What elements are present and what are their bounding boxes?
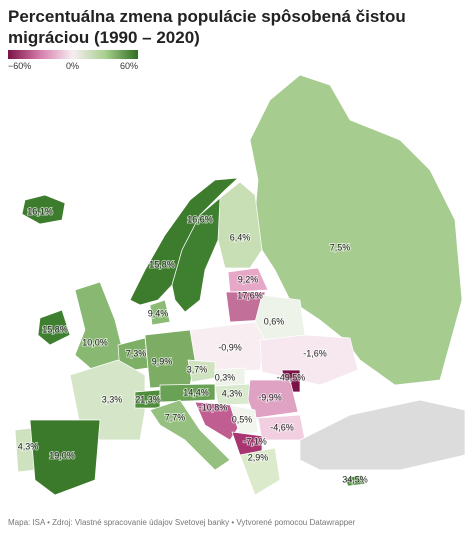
romania bbox=[247, 379, 299, 419]
region-label: 7,7% bbox=[165, 412, 186, 422]
region-label: 0,3% bbox=[215, 372, 236, 382]
estonia-latvia bbox=[227, 267, 269, 293]
italy bbox=[149, 399, 231, 471]
greece bbox=[239, 447, 281, 496]
region-label: 14,4% bbox=[183, 387, 209, 397]
region-label: -9,9% bbox=[258, 392, 282, 402]
region-label: 17,6% bbox=[237, 290, 263, 300]
region-label: -10,8% bbox=[199, 402, 228, 412]
legend-min: −60% bbox=[8, 61, 32, 71]
legend-mid: 0% bbox=[66, 61, 80, 71]
region-label: 19,0% bbox=[49, 450, 75, 460]
region-label: -7,1% bbox=[243, 436, 267, 446]
spain bbox=[29, 419, 101, 496]
region-label: 15,8% bbox=[42, 324, 68, 334]
denmark bbox=[149, 299, 171, 326]
region-label: 9,4% bbox=[148, 308, 169, 318]
serbia bbox=[229, 404, 259, 436]
region-label: 4,3% bbox=[18, 441, 39, 451]
region-label: 9,2% bbox=[238, 274, 259, 284]
norway bbox=[129, 177, 239, 306]
turkey bbox=[299, 399, 466, 471]
region-label: -4,6% bbox=[270, 422, 294, 432]
region-label: 34,5% bbox=[342, 474, 368, 484]
map-title: Percentuálna zmena populácie spôsobená č… bbox=[8, 7, 406, 47]
region-label: 0,5% bbox=[232, 414, 253, 424]
uk bbox=[74, 281, 126, 373]
legend-max: 60% bbox=[119, 61, 138, 71]
region-label: 4,3% bbox=[222, 388, 243, 398]
region-label: 10,0% bbox=[82, 337, 108, 347]
austria bbox=[159, 383, 216, 403]
region-label: 6,4% bbox=[230, 232, 251, 242]
region-label: 3,3% bbox=[102, 394, 123, 404]
region-labels: 16,1% 16,6% 15,8% 6,4% 7,5% 9,2% 17,6% 15,8% 10,… bbox=[17, 205, 369, 485]
region-label: 9,9% bbox=[152, 356, 173, 366]
ukraine bbox=[259, 334, 359, 386]
region-label: 2,9% bbox=[248, 452, 269, 462]
region-label: 7,3% bbox=[126, 348, 147, 358]
iceland bbox=[21, 194, 66, 225]
legend-gradient bbox=[8, 50, 138, 59]
finland bbox=[217, 181, 263, 269]
countries bbox=[14, 74, 466, 496]
region-label: 16,6% bbox=[187, 214, 213, 224]
ireland bbox=[37, 309, 71, 346]
footer: Mapa: ISA • Zdroj: Vlastné spracovanie ú… bbox=[8, 518, 356, 527]
region-label: 3,7% bbox=[187, 364, 208, 374]
region-label: -0,9% bbox=[218, 342, 242, 352]
region-label: -49,5% bbox=[277, 372, 306, 382]
region-label: 7,5% bbox=[330, 242, 351, 252]
legend-labels: −60% 0% 60% bbox=[8, 61, 138, 73]
region-label: 16,1% bbox=[27, 206, 53, 216]
legend: −60% 0% 60% bbox=[8, 50, 138, 73]
region-label: 15,8% bbox=[149, 259, 175, 269]
cyprus bbox=[344, 474, 366, 487]
region-label: -1,6% bbox=[303, 348, 327, 358]
region-label: 0,6% bbox=[264, 316, 285, 326]
region-label: 21,3% bbox=[135, 394, 161, 404]
